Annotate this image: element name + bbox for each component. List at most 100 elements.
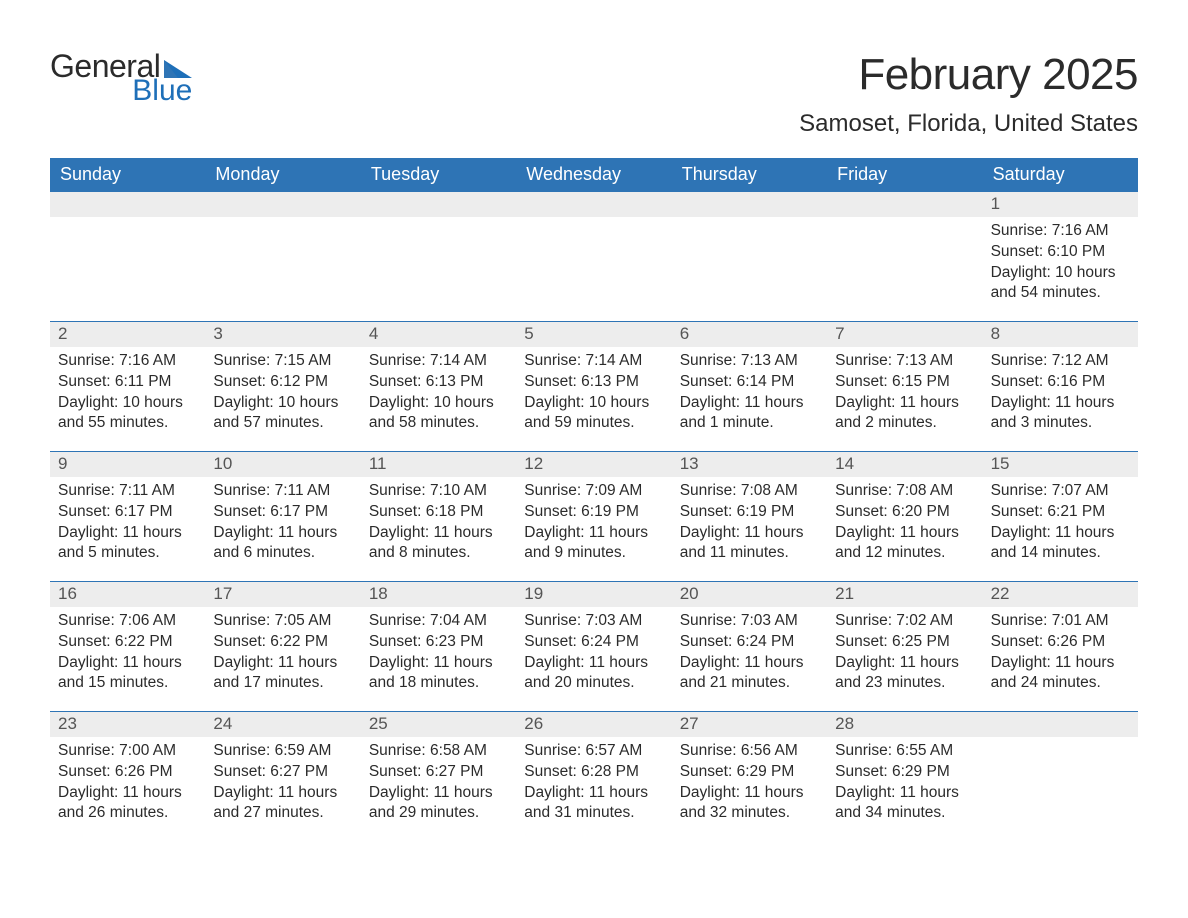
sunrise-text: Sunrise: 7:13 AM	[835, 351, 974, 372]
daylight-text: Daylight: 11 hours and 9 minutes.	[524, 523, 663, 565]
daylight-text: Daylight: 11 hours and 17 minutes.	[213, 653, 352, 695]
sunrise-text: Sunrise: 7:04 AM	[369, 611, 508, 632]
day-number: 15	[983, 452, 1138, 477]
daylight-text: Daylight: 11 hours and 6 minutes.	[213, 523, 352, 565]
day-number: 3	[205, 322, 360, 347]
sunrise-text: Sunrise: 7:00 AM	[58, 741, 197, 762]
day-cell: Sunrise: 7:12 AMSunset: 6:16 PMDaylight:…	[983, 347, 1138, 451]
day-cell: Sunrise: 6:57 AMSunset: 6:28 PMDaylight:…	[516, 737, 671, 841]
day-number	[361, 192, 516, 217]
sunrise-text: Sunrise: 7:14 AM	[524, 351, 663, 372]
weekday-header: Tuesday	[361, 158, 516, 191]
sunset-text: Sunset: 6:19 PM	[524, 502, 663, 523]
daynum-row: 16171819202122	[50, 582, 1138, 607]
sunrise-text: Sunrise: 7:09 AM	[524, 481, 663, 502]
weekday-header: Thursday	[672, 158, 827, 191]
day-cell: Sunrise: 6:58 AMSunset: 6:27 PMDaylight:…	[361, 737, 516, 841]
sunrise-text: Sunrise: 7:15 AM	[213, 351, 352, 372]
day-number: 5	[516, 322, 671, 347]
sunrise-text: Sunrise: 7:11 AM	[58, 481, 197, 502]
daynum-row: 9101112131415	[50, 452, 1138, 477]
daylight-text: Daylight: 10 hours and 59 minutes.	[524, 393, 663, 435]
day-cell: Sunrise: 7:03 AMSunset: 6:24 PMDaylight:…	[672, 607, 827, 711]
daylight-text: Daylight: 11 hours and 21 minutes.	[680, 653, 819, 695]
day-cell	[672, 217, 827, 321]
day-number: 18	[361, 582, 516, 607]
sunset-text: Sunset: 6:13 PM	[369, 372, 508, 393]
weekday-header: Monday	[205, 158, 360, 191]
sunrise-text: Sunrise: 6:57 AM	[524, 741, 663, 762]
daylight-text: Daylight: 11 hours and 2 minutes.	[835, 393, 974, 435]
sunset-text: Sunset: 6:12 PM	[213, 372, 352, 393]
sunrise-text: Sunrise: 7:02 AM	[835, 611, 974, 632]
day-number: 8	[983, 322, 1138, 347]
day-cell	[516, 217, 671, 321]
page-header: General Blue February 2025 Samoset, Flor…	[50, 50, 1138, 138]
sunset-text: Sunset: 6:13 PM	[524, 372, 663, 393]
sunset-text: Sunset: 6:25 PM	[835, 632, 974, 653]
weeks-container: 1Sunrise: 7:16 AMSunset: 6:10 PMDaylight…	[50, 191, 1138, 841]
daylight-text: Daylight: 11 hours and 11 minutes.	[680, 523, 819, 565]
daylight-text: Daylight: 11 hours and 29 minutes.	[369, 783, 508, 825]
day-number: 14	[827, 452, 982, 477]
sunset-text: Sunset: 6:15 PM	[835, 372, 974, 393]
sunset-text: Sunset: 6:20 PM	[835, 502, 974, 523]
sunrise-text: Sunrise: 7:16 AM	[58, 351, 197, 372]
day-cell: Sunrise: 6:56 AMSunset: 6:29 PMDaylight:…	[672, 737, 827, 841]
day-cell: Sunrise: 7:13 AMSunset: 6:14 PMDaylight:…	[672, 347, 827, 451]
day-number: 27	[672, 712, 827, 737]
day-number: 11	[361, 452, 516, 477]
day-number: 4	[361, 322, 516, 347]
daylight-text: Daylight: 11 hours and 14 minutes.	[991, 523, 1130, 565]
sunset-text: Sunset: 6:24 PM	[524, 632, 663, 653]
day-cell	[50, 217, 205, 321]
day-cell	[205, 217, 360, 321]
day-number: 1	[983, 192, 1138, 217]
day-cell: Sunrise: 7:10 AMSunset: 6:18 PMDaylight:…	[361, 477, 516, 581]
sunrise-text: Sunrise: 7:01 AM	[991, 611, 1130, 632]
day-number: 10	[205, 452, 360, 477]
day-cell: Sunrise: 7:08 AMSunset: 6:20 PMDaylight:…	[827, 477, 982, 581]
title-block: February 2025 Samoset, Florida, United S…	[799, 50, 1138, 138]
day-cell: Sunrise: 7:14 AMSunset: 6:13 PMDaylight:…	[516, 347, 671, 451]
day-cell	[361, 217, 516, 321]
week-row: 9101112131415 Sunrise: 7:11 AM Sunset: 6:1…	[50, 451, 1138, 581]
week-row: 232425262728 Sunrise: 7:00 AMSunset: 6:26…	[50, 711, 1138, 841]
sunset-text: Sunset: 6:17 PM	[213, 502, 352, 523]
sunset-text: Sunset: 6:22 PM	[58, 632, 197, 653]
daylight-text: Daylight: 11 hours and 5 minutes.	[58, 523, 197, 565]
month-title: February 2025	[799, 50, 1138, 100]
daynum-row: 232425262728	[50, 712, 1138, 737]
daylight-text: Daylight: 11 hours and 3 minutes.	[991, 393, 1130, 435]
sunrise-text: Sunrise: 7:08 AM	[680, 481, 819, 502]
day-number: 25	[361, 712, 516, 737]
day-cell: Sunrise: 7:14 AMSunset: 6:13 PMDaylight:…	[361, 347, 516, 451]
day-number: 9	[50, 452, 205, 477]
sunset-text: Sunset: 6:26 PM	[991, 632, 1130, 653]
day-number: 28	[827, 712, 982, 737]
day-number: 24	[205, 712, 360, 737]
day-number: 7	[827, 322, 982, 347]
sunrise-text: Sunrise: 7:14 AM	[369, 351, 508, 372]
day-number: 16	[50, 582, 205, 607]
day-cell: Sunrise: 7:05 AMSunset: 6:22 PMDaylight:…	[205, 607, 360, 711]
daylight-text: Daylight: 10 hours and 54 minutes.	[991, 263, 1130, 305]
sunset-text: Sunset: 6:18 PM	[369, 502, 508, 523]
day-cell	[827, 217, 982, 321]
day-number: 20	[672, 582, 827, 607]
day-cell: Sunrise: 7:07 AMSunset: 6:21 PMDaylight:…	[983, 477, 1138, 581]
sunset-text: Sunset: 6:26 PM	[58, 762, 197, 783]
day-cell: Sunrise: 7:02 AMSunset: 6:25 PMDaylight:…	[827, 607, 982, 711]
weekday-header: Saturday	[983, 158, 1138, 191]
daylight-text: Daylight: 11 hours and 8 minutes.	[369, 523, 508, 565]
weekday-header-row: Sunday Monday Tuesday Wednesday Thursday…	[50, 158, 1138, 191]
weekday-header: Friday	[827, 158, 982, 191]
day-number	[672, 192, 827, 217]
sunrise-text: Sunrise: 7:13 AM	[680, 351, 819, 372]
sunrise-text: Sunrise: 7:07 AM	[991, 481, 1130, 502]
daylight-text: Daylight: 11 hours and 27 minutes.	[213, 783, 352, 825]
sunrise-text: Sunrise: 7:10 AM	[369, 481, 508, 502]
day-number	[205, 192, 360, 217]
sunset-text: Sunset: 6:23 PM	[369, 632, 508, 653]
daylight-text: Daylight: 10 hours and 55 minutes.	[58, 393, 197, 435]
